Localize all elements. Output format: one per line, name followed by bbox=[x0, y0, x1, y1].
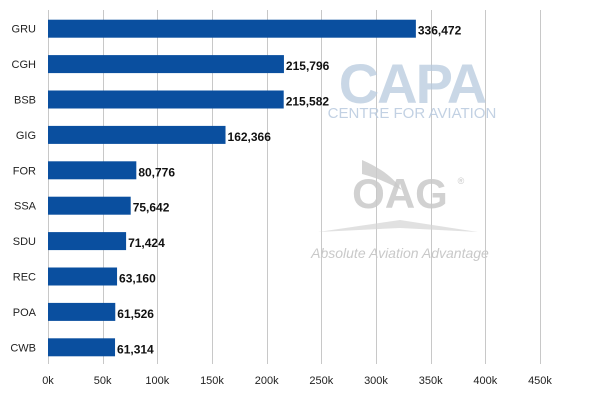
x-tick-label: 100k bbox=[145, 375, 169, 387]
x-tick-label: 250k bbox=[309, 375, 333, 387]
x-axis-labels: 0k 50k 100k 150k 200k 250k 300k 350k 400k 450k bbox=[42, 375, 552, 387]
data-label: 215,582 bbox=[286, 95, 330, 109]
bar-bsb bbox=[48, 90, 284, 109]
capa-logo: CAPA bbox=[339, 52, 486, 115]
bar-cwb bbox=[48, 338, 116, 357]
x-tick-label: 200k bbox=[255, 375, 279, 387]
data-label: 215,796 bbox=[286, 59, 330, 73]
bar-gru bbox=[48, 19, 416, 38]
watermark-layer: CAPA CENTRE FOR AVIATION OAG ® Absolute … bbox=[310, 52, 496, 261]
data-label: 75,642 bbox=[133, 201, 170, 215]
data-label: 336,472 bbox=[418, 24, 462, 38]
category-label: GIG bbox=[16, 130, 36, 142]
category-label: REC bbox=[13, 272, 36, 284]
category-label: SSA bbox=[14, 201, 37, 213]
x-tick-label: 50k bbox=[94, 375, 112, 387]
bar-poa bbox=[48, 302, 116, 321]
x-tick-label: 0k bbox=[42, 375, 54, 387]
category-label: BSB bbox=[14, 95, 36, 107]
bar-gig bbox=[48, 125, 226, 144]
category-label: POA bbox=[13, 307, 37, 319]
bar-ssa bbox=[48, 196, 131, 215]
data-label: 80,776 bbox=[138, 165, 175, 179]
bar-rec bbox=[48, 267, 118, 286]
oag-registered-mark: ® bbox=[458, 176, 465, 186]
bar-cgh bbox=[48, 55, 284, 74]
bar-sdu bbox=[48, 232, 127, 251]
x-tick-label: 300k bbox=[364, 375, 388, 387]
oag-swoosh bbox=[362, 160, 402, 190]
category-label: CWB bbox=[10, 342, 36, 354]
category-label: GRU bbox=[12, 24, 37, 36]
data-label: 71,424 bbox=[128, 236, 165, 250]
bars-layer bbox=[48, 19, 416, 357]
oag-logo: OAG bbox=[352, 170, 448, 217]
category-label: CGH bbox=[12, 59, 37, 71]
x-tick-label: 450k bbox=[528, 375, 552, 387]
bar-for bbox=[48, 161, 137, 180]
category-label: SDU bbox=[13, 236, 36, 248]
x-tick-label: 150k bbox=[200, 375, 224, 387]
data-label: 61,314 bbox=[117, 342, 154, 356]
data-label: 61,526 bbox=[117, 307, 154, 321]
x-tick-label: 400k bbox=[473, 375, 497, 387]
data-label: 63,160 bbox=[119, 272, 156, 286]
capa-subtitle: CENTRE FOR AVIATION bbox=[328, 105, 497, 122]
oag-wing bbox=[318, 220, 478, 232]
oag-tagline: Absolute Aviation Advantage bbox=[310, 245, 489, 261]
category-label: FOR bbox=[13, 165, 36, 177]
data-label: 162,366 bbox=[228, 130, 272, 144]
data-labels: 336,472 215,796 215,582 162,366 80,776 75,642… bbox=[117, 24, 462, 357]
category-labels: GRU CGH BSB GIG FOR SSA SDU REC POA CWB bbox=[10, 24, 36, 355]
x-tick-label: 350k bbox=[419, 375, 443, 387]
